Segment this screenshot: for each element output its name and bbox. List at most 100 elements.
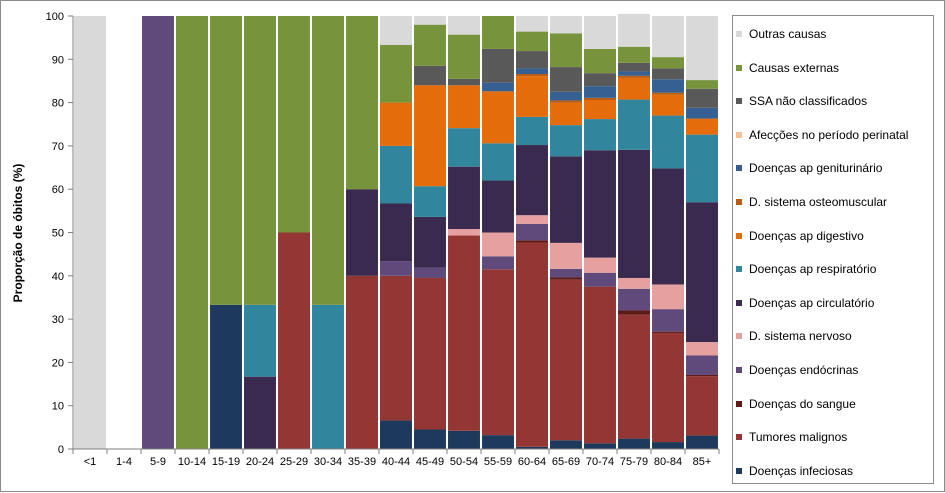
bar-segment [380,275,412,421]
bar-segment [618,62,650,72]
bar-segment [652,332,684,443]
bar-segment [516,68,548,75]
bar-segment [686,134,718,203]
bar-segment [618,149,650,278]
bar-segment [584,257,616,273]
bar-segment [176,16,208,449]
legend-label: Tumores malignos [749,430,848,445]
bar-segment [652,57,684,69]
bar-segment [516,51,548,69]
bar-segment [414,85,446,187]
bar-segment [380,261,412,276]
legend-swatch [736,199,742,205]
legend-swatch [736,299,742,306]
bar-segment [686,376,718,436]
bar-segment [346,16,378,190]
bar-segment [652,331,684,333]
bar-segment [686,107,718,119]
bar-segment [584,86,616,98]
bar-segment [618,99,650,150]
bar-segment [448,128,480,167]
legend-item: Doenças infeciosas [733,461,853,481]
bar-segment [618,71,650,76]
bar-segment [516,242,548,447]
bar-segment [652,79,684,93]
bar-segment [652,309,684,332]
bar-segment [618,77,650,100]
y-tick-label: 20 [52,357,64,369]
bar-segment [346,275,378,449]
legend-swatch [736,333,742,340]
legend-label: SSA não classificados [749,94,868,109]
bar-segment [584,443,616,449]
bar-segment [448,16,480,35]
x-tick-label: 60-64 [518,456,546,468]
bar-segment [516,145,548,216]
y-tick-label: 0 [58,444,64,456]
x-tick-label: 20-24 [246,456,274,468]
legend-item: Doenças endócrinas [733,360,858,380]
bar-segment [516,215,548,224]
bar-segment [516,116,548,146]
bar-segment [414,429,446,449]
x-tick-label: 45-49 [416,456,444,468]
bar-segment [618,277,650,289]
x-tick-label: 30-34 [314,456,342,468]
bar-segment [550,33,582,68]
bar-segment [414,24,446,66]
legend-label: Doenças ap circulatório [749,295,875,310]
bar-segment [618,314,650,439]
bar-segment [550,279,582,441]
bar-segment [550,16,582,34]
bar-segment [550,268,582,278]
bar-segment [482,269,514,436]
bar-segment [516,16,548,32]
bar-segment [312,304,344,449]
y-axis-title: Proporção de óbitos (%) [11,163,25,303]
bar-segment [652,16,684,58]
bar-segment [312,16,344,305]
bar-segment [686,80,718,89]
bar-segment [482,435,514,449]
bar-segment [482,180,514,233]
bar-segment [550,100,582,103]
y-tick-label: 10 [52,401,64,413]
bar-segment [686,16,718,81]
bar-segment [414,186,446,217]
bar-segment [686,202,718,343]
bar-segment [550,67,582,92]
bar-segment [414,277,446,430]
legend: Outras causas Causas externas SSA não clas… [732,15,934,484]
legend-swatch [736,434,742,441]
bar-segment [278,232,310,449]
bar-segment [584,100,616,120]
bar-segment [380,420,412,449]
bar-segment [618,288,650,311]
legend-swatch [736,232,742,239]
y-tick-label: 40 [52,271,64,283]
legend-item: Doenças do sangue [733,394,856,414]
legend-item: D. sistema osteomuscular [733,192,887,212]
y-tick-label: 100 [46,11,64,23]
legend-swatch [736,266,742,273]
y-tick-label: 30 [52,314,64,326]
bar-segment [652,284,684,310]
legend-swatch [736,367,742,373]
bar-segment [210,304,242,449]
legend-item: Doenças ap circulatório [733,293,874,313]
bar-segment [380,102,412,146]
bar-segment [550,156,582,243]
bar-segment [550,102,582,126]
legend-swatch [736,98,742,105]
bar-segment [414,16,446,25]
y-tick-label: 50 [52,228,64,240]
bar-segment [142,16,174,449]
x-tick-label: 75-79 [620,456,648,468]
bar-segment [448,229,480,236]
bar-segment [516,240,548,243]
bar-segment [516,223,548,241]
legend-label: Doenças endócrinas [749,363,859,377]
legend-item: Doenças ap digestivo [733,226,864,246]
